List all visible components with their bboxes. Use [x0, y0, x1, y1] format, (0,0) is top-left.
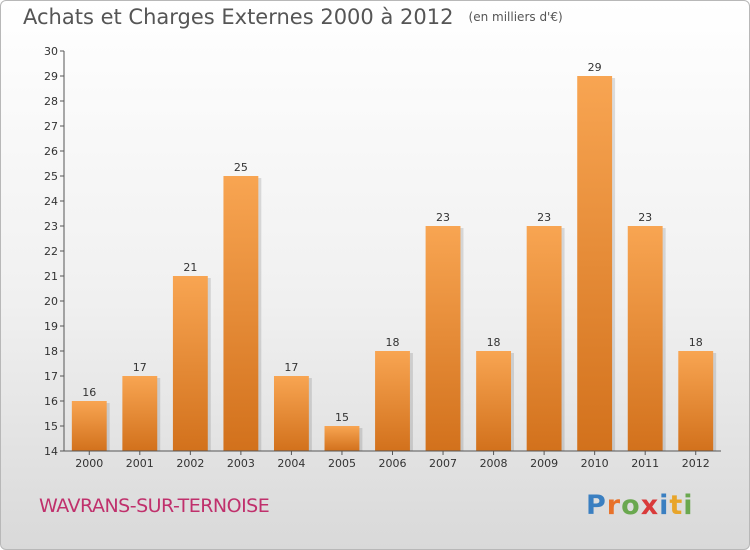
y-tick-label: 20 — [44, 295, 58, 308]
y-tick-label: 17 — [44, 370, 58, 383]
bar-2008 — [476, 351, 512, 451]
y-tick-label: 21 — [44, 270, 58, 283]
bar-2003 — [223, 176, 259, 451]
bar-2006 — [375, 351, 410, 451]
data-label: 16 — [82, 386, 96, 399]
y-tick-label: 26 — [44, 145, 58, 158]
x-tick-label: 2012 — [682, 457, 710, 470]
data-label: 18 — [386, 336, 400, 349]
y-tick-label: 28 — [44, 95, 58, 108]
y-tick-label: 15 — [44, 420, 58, 433]
logo-letter: x — [640, 490, 660, 521]
bars: 16 17 21 25 17 15 18 23 18 23 29 23 18 — [71, 61, 717, 451]
data-label: 18 — [689, 336, 703, 349]
chart-unit: (en milliers d'€) — [468, 10, 563, 24]
y-tick-label: 25 — [44, 170, 58, 183]
data-label: 17 — [284, 361, 298, 374]
y-tick-label: 29 — [44, 70, 58, 83]
chart-title-text: Achats et Charges Externes 2000 à 2012 — [23, 5, 454, 29]
x-tick-label: 2008 — [480, 457, 508, 470]
y-tick-label: 16 — [44, 395, 58, 408]
commune-name: WAVRANS-SUR-TERNOISE — [39, 495, 270, 517]
data-label: 21 — [183, 261, 197, 274]
y-tick-label: 14 — [44, 445, 58, 458]
logo-letter: i — [659, 490, 670, 521]
data-label: 17 — [133, 361, 147, 374]
logo-letter: r — [606, 490, 622, 521]
bar-2002 — [172, 276, 208, 451]
y-tick-label: 24 — [44, 195, 58, 208]
chart-title: Achats et Charges Externes 2000 à 2012 (… — [23, 5, 563, 29]
x-tick-label: 2003 — [227, 457, 255, 470]
x-axis: 2000 2001 2002 2003 2004 2005 2006 2007 2008 2009… — [64, 450, 721, 470]
bar-2000 — [71, 401, 107, 451]
x-tick-label: 2009 — [530, 457, 558, 470]
data-label: 15 — [335, 411, 349, 424]
bar-2012 — [678, 351, 714, 451]
y-tick-label: 27 — [44, 120, 58, 133]
x-tick-label: 2006 — [379, 457, 407, 470]
x-tick-label: 2010 — [581, 457, 609, 470]
data-label: 23 — [537, 211, 551, 224]
y-tick-label: 22 — [44, 245, 58, 258]
bar-2009 — [526, 226, 562, 451]
x-tick-label: 2004 — [277, 457, 305, 470]
y-axis: 14 15 16 17 18 19 20 21 22 23 24 25 26 27 28 29 30 — [44, 45, 65, 458]
y-tick-label: 18 — [44, 345, 58, 358]
bar-2005 — [324, 426, 360, 451]
bar-2011 — [627, 226, 663, 451]
x-tick-label: 2000 — [75, 457, 103, 470]
data-label: 23 — [436, 211, 450, 224]
data-label: 23 — [638, 211, 652, 224]
bar-2001 — [122, 376, 158, 451]
data-label: 29 — [588, 61, 602, 74]
data-label: 18 — [487, 336, 501, 349]
x-tick-label: 2001 — [126, 457, 154, 470]
bar-2007 — [425, 226, 461, 451]
logo-letter: o — [621, 490, 641, 521]
logo-letter: P — [586, 490, 607, 521]
logo-letter: t — [669, 490, 684, 521]
x-tick-label: 2005 — [328, 457, 356, 470]
bar-2004 — [273, 376, 309, 451]
y-tick-label: 30 — [44, 45, 58, 58]
x-tick-label: 2002 — [176, 457, 204, 470]
data-label: 25 — [234, 161, 248, 174]
proxiti-logo: Proxiti — [586, 490, 694, 521]
y-tick-label: 19 — [44, 320, 58, 333]
y-tick-label: 23 — [44, 220, 58, 233]
bar-2010 — [577, 76, 613, 451]
logo-letter: i — [683, 490, 694, 521]
x-tick-label: 2007 — [429, 457, 457, 470]
x-tick-label: 2011 — [631, 457, 659, 470]
